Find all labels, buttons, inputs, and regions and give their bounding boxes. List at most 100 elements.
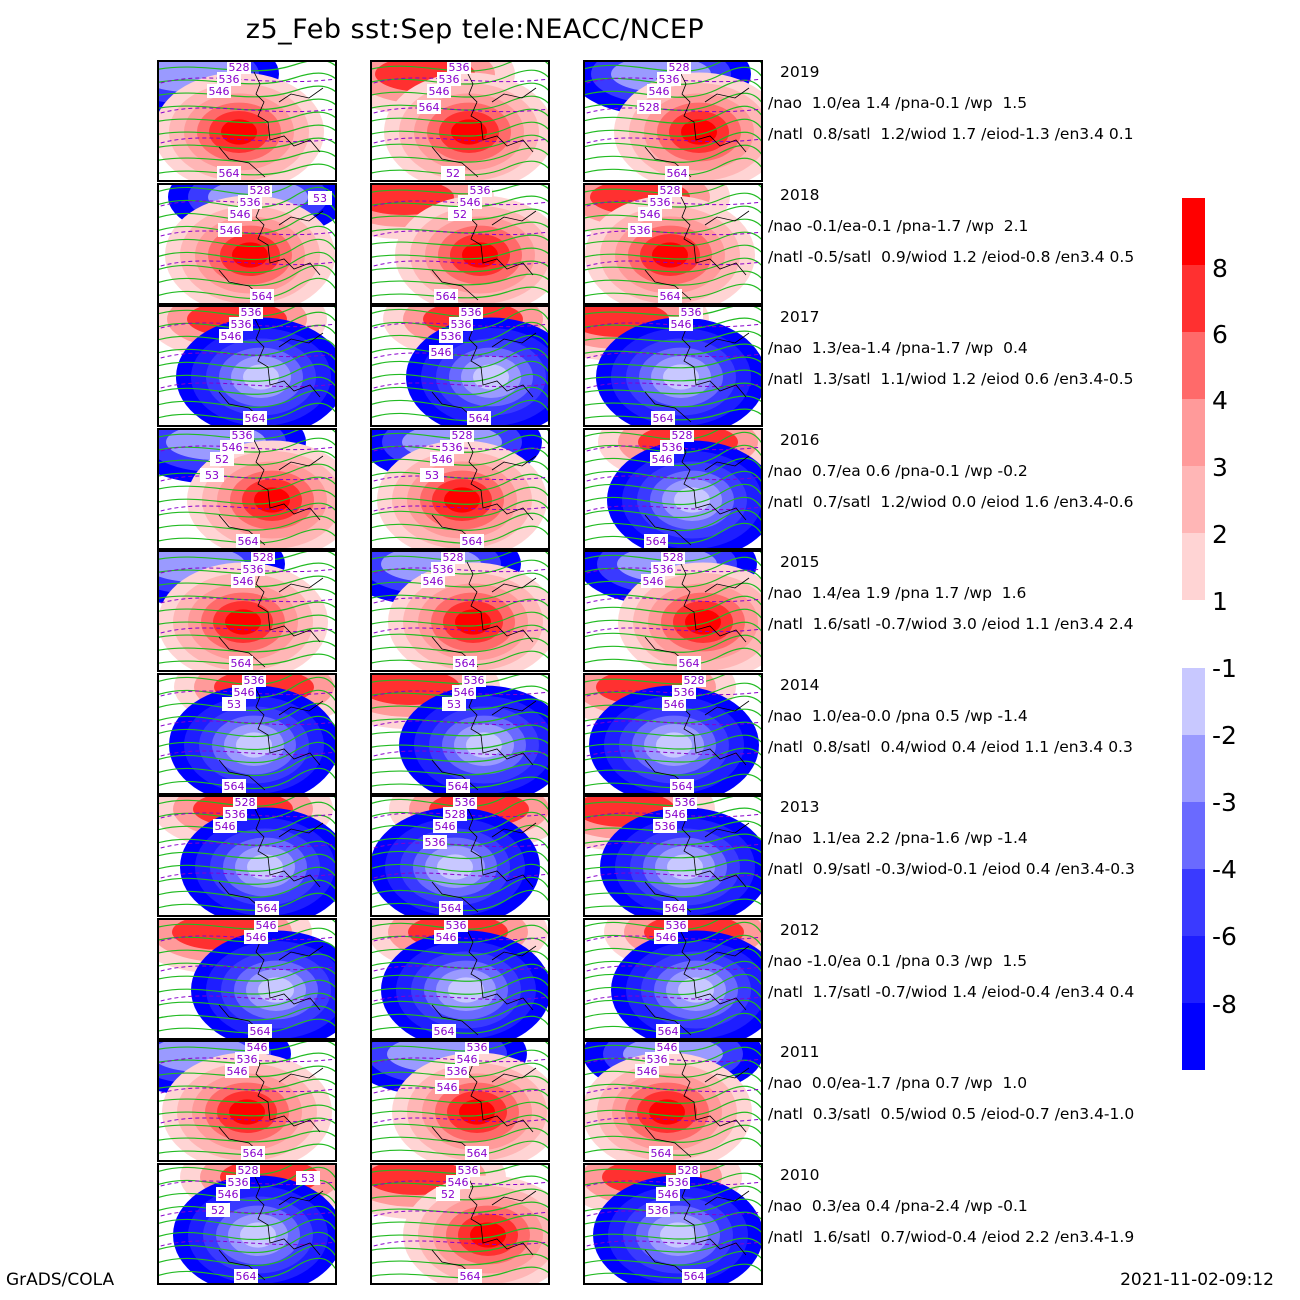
reference-contour	[372, 1057, 548, 1065]
contour-label-text: 564	[653, 412, 674, 425]
contour-label-bg	[241, 1146, 265, 1160]
height-contour	[372, 624, 548, 640]
contour-label-text: 536	[662, 441, 683, 454]
height-contour	[585, 270, 761, 286]
height-contour	[159, 601, 335, 614]
contour-label-bg	[230, 429, 254, 442]
height-contour	[585, 960, 761, 982]
height-contour	[159, 653, 335, 666]
height-contour	[585, 496, 761, 518]
height-contour	[159, 199, 335, 221]
map-panel: 536 546 564	[583, 305, 763, 427]
index-line-2: /natl 0.8/satl 0.4/wiod 0.4 /eiod 1.1 /e…	[768, 737, 1133, 756]
height-contour	[585, 569, 761, 588]
anomaly-fill-primary	[236, 731, 272, 758]
contour-label: 536	[440, 439, 464, 454]
contour-label-text: 536	[666, 920, 687, 932]
height-contour	[585, 621, 761, 640]
contour-label: 536	[456, 1164, 480, 1177]
height-contour	[585, 708, 761, 724]
reference-contour	[159, 322, 335, 330]
height-contour	[159, 1130, 335, 1143]
colorbar-tick-label: 8	[1212, 254, 1228, 283]
height-contour	[372, 184, 548, 194]
year-annotation: 2018/nao -0.1/ea-0.1 /pna-1.7 /wp 2.1/na…	[768, 180, 1188, 273]
height-contour	[372, 724, 548, 736]
contour-label: 528	[251, 552, 275, 564]
reference-contour	[585, 842, 761, 850]
contour-label-bg	[248, 184, 272, 197]
contour-label-text: 528	[229, 62, 250, 74]
height-contour	[159, 515, 335, 531]
height-contour	[585, 244, 761, 260]
contour-label: 564	[677, 656, 701, 670]
reference-contour	[159, 597, 335, 605]
height-contour	[372, 1088, 548, 1104]
height-contour	[159, 966, 335, 982]
contour-label-bg	[420, 467, 444, 482]
contour-label-bg	[669, 317, 693, 331]
height-contour	[585, 144, 761, 163]
contour-label-bg	[233, 797, 257, 809]
contour-label-text: 546	[657, 1042, 678, 1054]
reference-contour	[159, 995, 335, 1002]
contour-label-text: 536	[439, 73, 460, 86]
contour-label-text: 536	[231, 318, 252, 331]
contour-label-bg	[465, 1146, 489, 1160]
contour-label: 536	[653, 819, 677, 833]
contour-label-bg	[231, 574, 255, 588]
map-panel: 536 536 536 546 564	[370, 305, 550, 427]
contour-label-text: 546	[432, 453, 453, 466]
height-contour	[372, 195, 548, 207]
contour-label-bg	[682, 674, 706, 687]
height-contour	[585, 647, 761, 666]
anomaly-fill-primary	[451, 119, 487, 145]
contour-label-bg	[254, 919, 278, 932]
map-panel: 536 528 546 536 564	[370, 795, 550, 917]
contour-label-bg	[217, 72, 241, 86]
coastline	[218, 561, 324, 668]
contour-label: 546	[433, 819, 457, 833]
reference-contour	[159, 842, 335, 850]
height-contour	[372, 1240, 548, 1252]
contour-label-bg	[651, 562, 675, 576]
reference-contour	[372, 690, 548, 697]
height-contour	[585, 872, 761, 885]
height-contour	[159, 502, 335, 518]
height-contour	[159, 1065, 335, 1078]
map-panel: 536 546 52 564	[370, 182, 550, 305]
contour-label-bg	[447, 62, 471, 74]
index-line-1: /nao 0.0/ea-1.7 /pna 0.7 /wp 1.0	[768, 1074, 1028, 1092]
height-contour	[159, 853, 335, 872]
contour-label: 536	[241, 562, 265, 576]
contour-label-bg	[458, 194, 482, 209]
height-contour	[372, 286, 548, 298]
contour-label: 53	[420, 467, 444, 482]
contour-label-bg	[238, 194, 262, 209]
height-contour	[585, 695, 761, 711]
map-panel: 536 546 564	[583, 917, 763, 1040]
height-contour	[372, 924, 548, 943]
contour-label: 564	[665, 166, 689, 180]
coastline	[644, 316, 750, 423]
height-contour	[372, 674, 548, 684]
colorbar-tick-label: 1	[1212, 587, 1228, 616]
contour-label-text: 53	[301, 1172, 315, 1185]
height-contour	[372, 1101, 548, 1117]
contour-label: 546	[638, 206, 662, 221]
height-contour	[585, 773, 761, 789]
contour-label-text: 564	[448, 780, 469, 793]
contour-label: 536	[679, 307, 703, 319]
height-contour	[372, 434, 548, 453]
year-annotation: 2013/nao 1.1/ea 2.2 /pna-1.6 /wp -1.4/na…	[768, 792, 1188, 885]
height-contour	[159, 866, 335, 885]
reference-contour	[585, 690, 761, 697]
reference-contour	[372, 842, 548, 850]
contour-label-bg	[645, 1052, 669, 1066]
height-contour	[159, 797, 335, 807]
height-contour	[159, 1078, 335, 1091]
height-contour	[159, 879, 335, 898]
contour-label-bg	[229, 317, 253, 331]
contour-label: 536	[648, 194, 672, 209]
